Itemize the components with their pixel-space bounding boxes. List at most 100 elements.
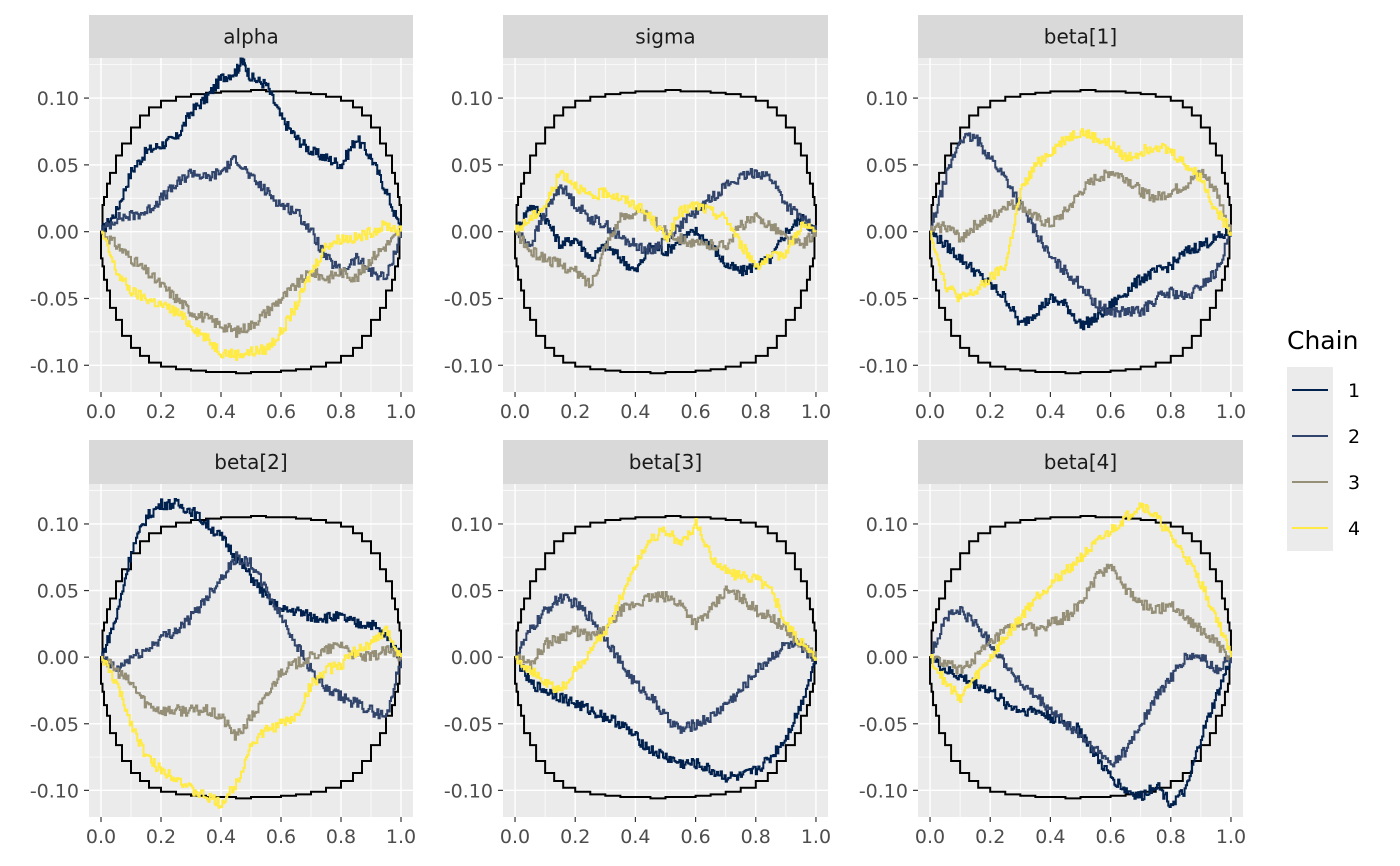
x-tick-label: 0.2: [975, 401, 1005, 423]
facet-strip: [89, 440, 413, 484]
legend-title: Chain: [1287, 326, 1358, 355]
series-line-chain-2: [101, 551, 402, 720]
x-tick-label: 0.2: [560, 401, 590, 423]
series-line-chain-1: [930, 655, 1232, 808]
facet-label-sigma: sigma: [635, 25, 695, 49]
x-tick-label: 0.8: [741, 401, 771, 423]
series-line-chain-2: [515, 593, 817, 734]
series-line-chain-3: [515, 585, 817, 670]
panel-beta-4: beta[4] 0.0 0.2 0.4 0.6 0.8 1.0 -0.10 -0.05 0.00 0…: [859, 440, 1246, 848]
y-tick-label: 0.05: [451, 581, 493, 603]
facet-label-alpha: alpha: [223, 25, 278, 49]
series-line-chain-1: [930, 228, 1232, 331]
x-tick-label: 0.0: [86, 826, 116, 848]
legend-label-chain-1: 1: [1348, 380, 1360, 402]
x-tick-label: 0.0: [500, 826, 530, 848]
y-tick-label: 0.00: [451, 647, 493, 669]
series-line-chain-4: [515, 169, 817, 271]
y-tick-label: -0.10: [30, 355, 79, 377]
x-tick-label: 0.8: [326, 826, 356, 848]
legend-label-chain-3: 3: [1348, 472, 1360, 494]
series-line-chain-3: [930, 168, 1232, 243]
x-tick-label: 0.0: [915, 826, 945, 848]
y-tick-label: 0.00: [37, 647, 79, 669]
x-tick-label: 0.6: [680, 401, 710, 423]
x-tick-label: 0.6: [266, 401, 296, 423]
x-tick-label: 0.6: [1095, 826, 1125, 848]
series-line-chain-1: [101, 57, 402, 233]
y-tick-label: 0.00: [37, 222, 79, 244]
x-tick-label: 0.4: [206, 401, 236, 423]
y-tick-label: -0.05: [30, 714, 79, 736]
facet-label-beta-1: beta[1]: [1044, 25, 1117, 49]
x-tick-label: 0.4: [1035, 401, 1065, 423]
panel-beta-2: beta[2] 0.0 0.2 0.4 0.6 0.8 1.0 -0.10 -0.05 0.00 0…: [30, 440, 416, 848]
series-line-chain-2: [930, 605, 1232, 768]
facet-label-beta-3: beta[3]: [629, 450, 702, 474]
y-tick-label: -0.10: [859, 780, 908, 802]
x-tick-label: 1.0: [1216, 826, 1246, 848]
facet-strip: [918, 15, 1243, 58]
y-tick-label: -0.10: [859, 355, 908, 377]
y-tick-label: -0.05: [444, 714, 493, 736]
series-line-chain-1: [101, 498, 402, 659]
y-tick-label: 0.10: [37, 514, 79, 536]
y-tick-label: 0.10: [451, 88, 493, 110]
facet-strip: [503, 440, 828, 484]
y-tick-label: 0.10: [866, 88, 908, 110]
x-tick-label: 0.2: [146, 826, 176, 848]
series-line-chain-3: [930, 563, 1232, 675]
panel-beta-1: beta[1] 0.0 0.2 0.4 0.6 0.8 1.0 -0.10 -0.05 0.00 0…: [859, 15, 1246, 423]
x-tick-label: 0.8: [1156, 826, 1186, 848]
y-tick-label: 0.00: [866, 647, 908, 669]
x-tick-label: 0.8: [1156, 401, 1186, 423]
y-tick-label: 0.05: [866, 581, 908, 603]
y-tick-label: 0.05: [866, 155, 908, 177]
x-tick-label: 1.0: [801, 826, 831, 848]
facet-strip: [89, 15, 413, 58]
y-tick-label: 0.10: [37, 88, 79, 110]
x-tick-label: 0.4: [620, 826, 650, 848]
series-line-chain-3: [101, 230, 402, 338]
legend: Chain 1 2 3 4: [1287, 326, 1360, 551]
legend-label-chain-4: 4: [1348, 518, 1360, 540]
series-line-chain-4: [101, 625, 402, 809]
y-tick-label: -0.10: [444, 780, 493, 802]
x-tick-label: 0.6: [1095, 401, 1125, 423]
y-tick-label: -0.05: [444, 288, 493, 310]
x-tick-label: 0.4: [206, 826, 236, 848]
y-tick-label: 0.10: [451, 514, 493, 536]
y-tick-label: 0.05: [37, 155, 79, 177]
y-tick-label: -0.05: [859, 288, 908, 310]
y-tick-label: -0.10: [444, 355, 493, 377]
series-line-chain-2: [101, 155, 402, 281]
x-tick-label: 0.2: [560, 826, 590, 848]
x-tick-label: 0.8: [326, 401, 356, 423]
y-tick-label: -0.05: [30, 288, 79, 310]
x-tick-label: 0.0: [500, 401, 530, 423]
x-tick-label: 1.0: [1216, 401, 1246, 423]
legend-label-chain-2: 2: [1348, 426, 1360, 448]
x-tick-label: 0.6: [266, 826, 296, 848]
x-tick-label: 0.6: [680, 826, 710, 848]
series-line-chain-1: [515, 654, 817, 783]
panel-beta-3: beta[3] 0.0 0.2 0.4 0.6 0.8 1.0 -0.10 -0.05 0.00 0…: [444, 440, 831, 848]
x-tick-label: 0.0: [86, 401, 116, 423]
x-tick-label: 1.0: [386, 401, 416, 423]
panel-sigma: sigma 0.0 0.2 0.4 0.6 0.8 1.0 -0.10 -0.05 0.00 0.0…: [444, 15, 831, 423]
panel-alpha: alpha 0.0 0.2 0.4 0.6 0.8 1.0 -0.10 -0.05 0.00 0.0…: [30, 15, 416, 423]
facet-label-beta-2: beta[2]: [214, 450, 287, 474]
y-tick-label: 0.00: [866, 222, 908, 244]
y-tick-label: 0.10: [866, 514, 908, 536]
x-tick-label: 1.0: [386, 826, 416, 848]
x-tick-label: 0.0: [915, 401, 945, 423]
x-tick-label: 0.8: [741, 826, 771, 848]
series-line-chain-3: [515, 207, 817, 289]
x-tick-label: 1.0: [801, 401, 831, 423]
y-tick-label: 0.05: [37, 581, 79, 603]
y-tick-label: -0.05: [859, 714, 908, 736]
y-tick-label: 0.00: [451, 222, 493, 244]
y-tick-label: -0.10: [30, 780, 79, 802]
series-line-chain-4: [930, 128, 1232, 303]
